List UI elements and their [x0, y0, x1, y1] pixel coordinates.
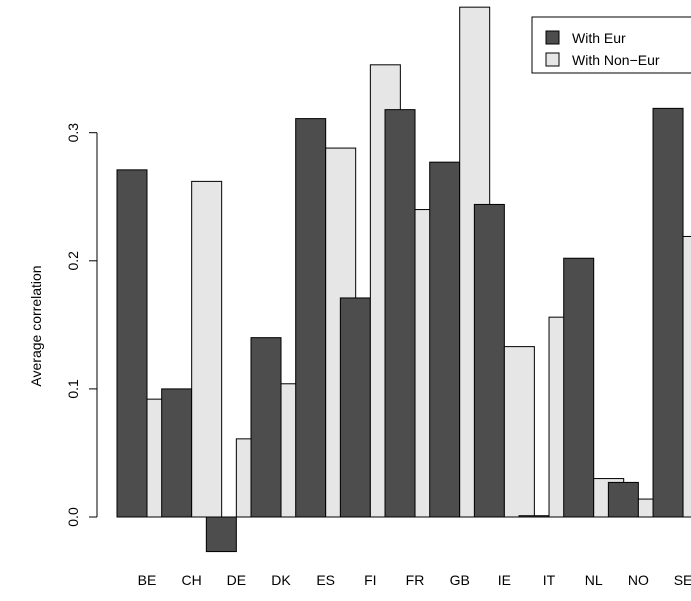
x-tick-label-fr: FR	[406, 572, 425, 588]
bar-es-series-1	[295, 118, 327, 518]
bar-gb-series-1	[429, 161, 461, 518]
bar-dk-series-1	[250, 337, 282, 518]
bar-ie-series-1	[473, 203, 505, 518]
bar-de-series-1	[205, 516, 237, 553]
bar-ch-series-1	[161, 388, 193, 518]
bar-ch-series-2	[191, 180, 223, 518]
y-axis: 0.0 0.1 0.2 0.3	[65, 123, 98, 527]
y-axis-label: Average correlation	[28, 265, 44, 386]
x-tick-label-dk: DK	[271, 572, 291, 588]
bar-se-series-1	[652, 107, 684, 518]
x-tick-label-no: NO	[628, 572, 649, 588]
x-tick-label-de: DE	[227, 572, 246, 588]
x-tick-label-be: BE	[138, 572, 157, 588]
x-tick-label-fi: FI	[364, 572, 376, 588]
y-tick-label: 0.3	[65, 123, 81, 143]
legend-label-with-eur: With Eur	[572, 30, 626, 46]
bar-be-series-1	[116, 169, 148, 518]
y-tick-label: 0.1	[65, 379, 81, 399]
x-tick-label-gb: GB	[450, 572, 470, 588]
bar-fi-series-1	[339, 297, 371, 518]
bars-group	[116, 6, 691, 553]
bar-ie-series-2	[503, 346, 535, 518]
x-tick-label-es: ES	[316, 572, 335, 588]
x-tick-label-ch: CH	[182, 572, 202, 588]
bar-se-series-2	[682, 235, 691, 518]
bar-nl-series-1	[563, 257, 595, 518]
x-tick-label-nl: NL	[585, 572, 603, 588]
legend-swatch-with-non-eur	[545, 52, 560, 67]
x-tick-label-ie: IE	[498, 572, 511, 588]
y-tick-label: 0.2	[65, 251, 81, 271]
legend-swatch-with-eur	[545, 30, 560, 45]
y-tick-label: 0.0	[65, 507, 81, 527]
legend: With Eur With Non−Eur	[531, 16, 691, 74]
x-tick-label-se: SE	[674, 572, 691, 588]
bar-fr-series-1	[384, 109, 416, 518]
x-tick-label-it: IT	[543, 572, 556, 588]
bar-it-series-1	[518, 515, 550, 518]
x-axis-labels: BE CH DE DK ES FI FR GB IE IT NL NO SE	[138, 572, 691, 588]
legend-label-with-non-eur: With Non−Eur	[572, 52, 660, 68]
bar-no-series-1	[607, 481, 639, 518]
